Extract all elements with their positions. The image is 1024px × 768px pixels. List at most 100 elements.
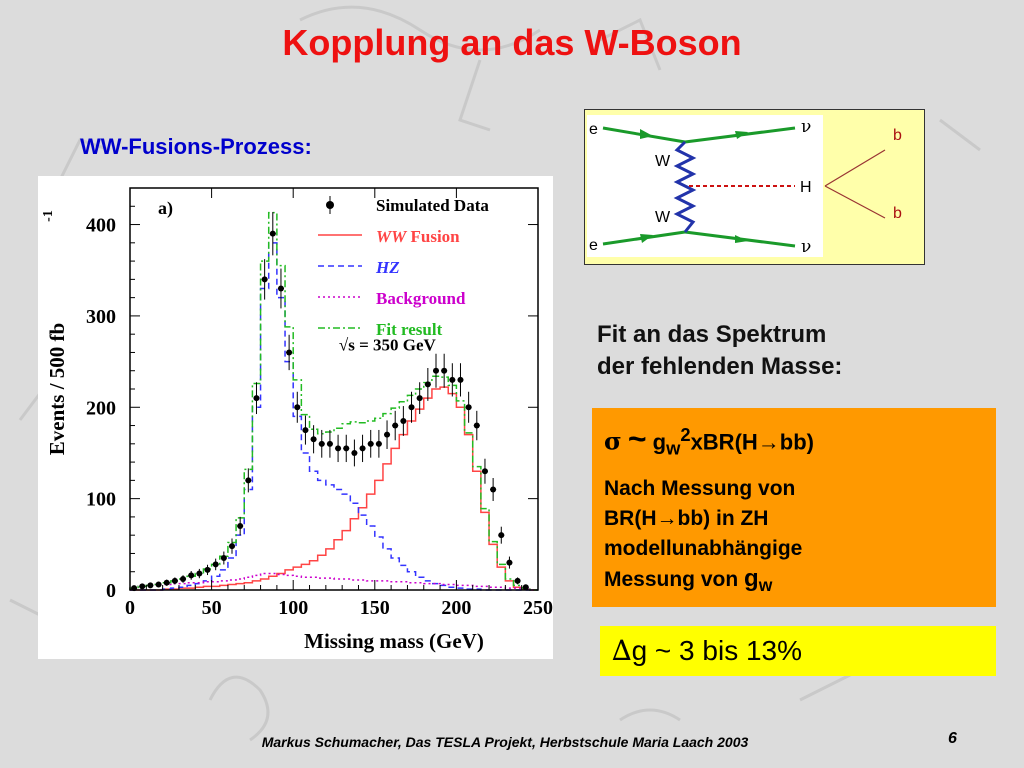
formula-box: σ ~ gw2xBR(H→bb) Nach Messung von BR(H→b… [592,408,996,607]
data-point [220,555,227,562]
missing-mass-plot: 0 50 100 150 200 250 0 100 200 300 400 Missing mass… [38,176,553,659]
plot-frame [129,187,539,591]
data-point [392,422,399,429]
data-point [408,404,415,411]
data-point [294,404,301,411]
data-point [180,576,187,583]
x-tick-label: 100 [278,597,308,619]
bb-close: bb) [779,429,814,455]
data-point [237,523,244,530]
explanation-line1: Nach Messung von [604,476,796,500]
fermion-arrow-top-in [640,129,653,139]
data-point [441,367,448,374]
delta-symbol: ∆ [612,634,632,667]
data-point [171,577,178,584]
explanation-line2-b: bb) in ZH [677,506,769,530]
cross-section-formula: σ ~ gw2xBR(H→bb) [604,420,984,464]
x-tick-label: 0 [125,597,135,619]
legend-label: Background [376,289,466,308]
data-point [188,572,195,579]
data-point [245,477,252,484]
y-tick-label: 0 [106,580,116,602]
data-point [261,276,268,283]
series-background [129,572,538,591]
data-point [359,445,366,452]
explanation-line4-text: Messung von [604,567,745,591]
data-point [277,285,284,292]
legend-label: Fit result [376,320,443,339]
data-point [514,577,521,584]
y-tick-label: 300 [86,306,116,328]
x-tick-label: 200 [441,597,471,619]
legend-label: Simulated Data [376,196,489,215]
data-point [498,532,505,539]
data-point [375,440,382,447]
y-tick-label: 100 [86,489,116,511]
data-point [351,449,358,456]
data-point [465,404,472,411]
arrow-symbol-2: → [656,506,678,530]
fermion-arrow-bottom-out [735,235,748,243]
b-line-bottom [824,185,886,219]
data-point [302,427,309,434]
x-tick-label: 150 [360,597,390,619]
data-point [343,445,350,452]
data-point [204,566,211,573]
legend-label-italic: HZ [375,258,400,277]
fit-description: Fit an das Spektrum der fehlenden Masse: [597,319,957,383]
data-point [326,440,333,447]
y-tick-label: 200 [86,397,116,419]
x-axis-label: Missing mass (GeV) [304,629,484,653]
legend-label: HZ [375,258,400,277]
y-axis-label-superscript: -1 [41,210,56,222]
arrow-symbol: → [757,429,780,455]
y-axis-label: Events / 500 fb [45,323,69,455]
label-e-bottom: e [589,237,598,254]
fit-label-line2: der fehlenden Masse: [597,353,843,380]
data-point [139,583,146,590]
feynman-diagram: e ν e ν W W H b b [584,109,925,265]
explanation-line2: BR(H→bb) in ZH [604,504,984,534]
data-point [457,376,464,383]
label-nu-bottom: ν [801,237,811,257]
data-point [424,381,431,388]
formula-explanation: Nach Messung von BR(H→bb) in ZH modellun… [604,474,984,600]
data-point [449,376,456,383]
coupling-g-sub: w [666,437,681,459]
label-h: H [800,179,812,196]
data-point [229,543,235,550]
panel-label: a) [158,198,173,219]
label-b-top: b [893,127,902,144]
legend-label-rest: Fusion [406,227,460,246]
histogram-chart: 0 50 100 150 200 250 0 100 200 300 400 Missing mass… [41,187,553,653]
legend-label: WW Fusion [376,227,460,246]
label-w-top: W [655,153,671,170]
data-point [490,486,497,493]
process-subtitle: WW-Fusions-Prozess: [80,134,312,159]
page-number: 6 [948,730,957,747]
coupling-g: g [652,429,667,455]
energy-label: √s = 350 GeV [339,336,437,355]
data-point [212,561,219,568]
data-point [481,468,488,475]
x-tick-label: 250 [523,597,553,619]
label-e-top: e [589,121,598,138]
label-b-bottom: b [893,205,902,222]
data-point [286,349,293,356]
slide-footer: Markus Schumacher, Das TESLA Projekt, He… [261,734,749,750]
series-ww-fusion [130,386,538,591]
b-line-top [824,149,886,187]
fermion-arrow-bottom-in [640,234,653,243]
label-nu-top: ν [801,117,811,137]
data-point [335,445,342,452]
fermion-arrow-top-out [735,131,748,139]
tilde-symbol: ~ [627,420,647,457]
coupling-g-sup: 2 [680,424,691,445]
fit-label-line1: Fit an das Spektrum [597,321,827,348]
data-point [416,395,423,402]
w-boson-propagator [673,140,697,233]
feynman-svg: e ν e ν W W H b b [587,115,902,257]
slide-title: Kopplung an das W-Boson [282,22,742,63]
legend-label-italic: WW [376,227,408,246]
explanation-line2-a: BR(H [604,506,657,530]
